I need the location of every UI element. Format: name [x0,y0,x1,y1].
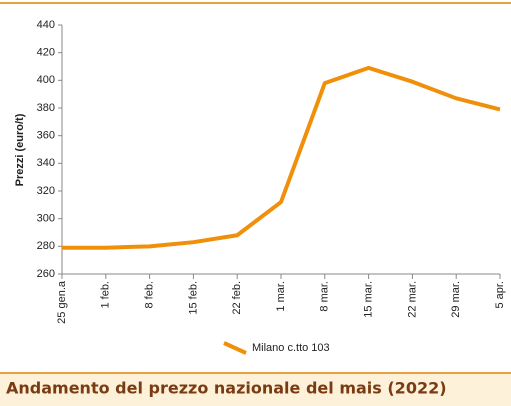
y-tick-label: 400 [37,74,55,86]
y-tick-label: 440 [37,19,55,31]
y-tick-label: 300 [37,213,55,225]
y-tick-label: 280 [37,240,55,252]
x-tick-label: 15 mar. [363,281,375,318]
legend-label: Milano c.tto 103 [252,342,330,354]
y-tick-label: 360 [37,130,55,142]
x-tick-label: 15 feb. [187,281,199,315]
x-tick-label: 8 mar. [319,281,331,312]
y-tick-label: 320 [37,185,55,197]
y-tick-label: 380 [37,102,55,114]
x-tick-label: 1 mar. [275,281,287,312]
x-tick-label: 5 apr. [494,281,506,309]
chart-title: Andamento del prezzo nazionale del mais … [6,379,447,398]
x-tick-label: 29 mar. [450,281,462,318]
x-tick-label: 25 gen.a [56,280,68,324]
y-tick-label: 260 [37,268,55,280]
y-tick-label: 420 [37,47,55,59]
x-tick-label: 22 mar. [406,281,418,318]
x-tick-label: 1 feb. [100,281,112,309]
legend-swatch [223,341,247,355]
x-tick-label: 22 feb. [231,281,243,315]
series-line [62,65,501,250]
y-axis-label: Prezzi (euro/t) [14,113,26,186]
x-tick-label: 8 feb. [144,281,156,309]
y-tick-label: 340 [37,157,55,169]
title-band [0,373,511,406]
